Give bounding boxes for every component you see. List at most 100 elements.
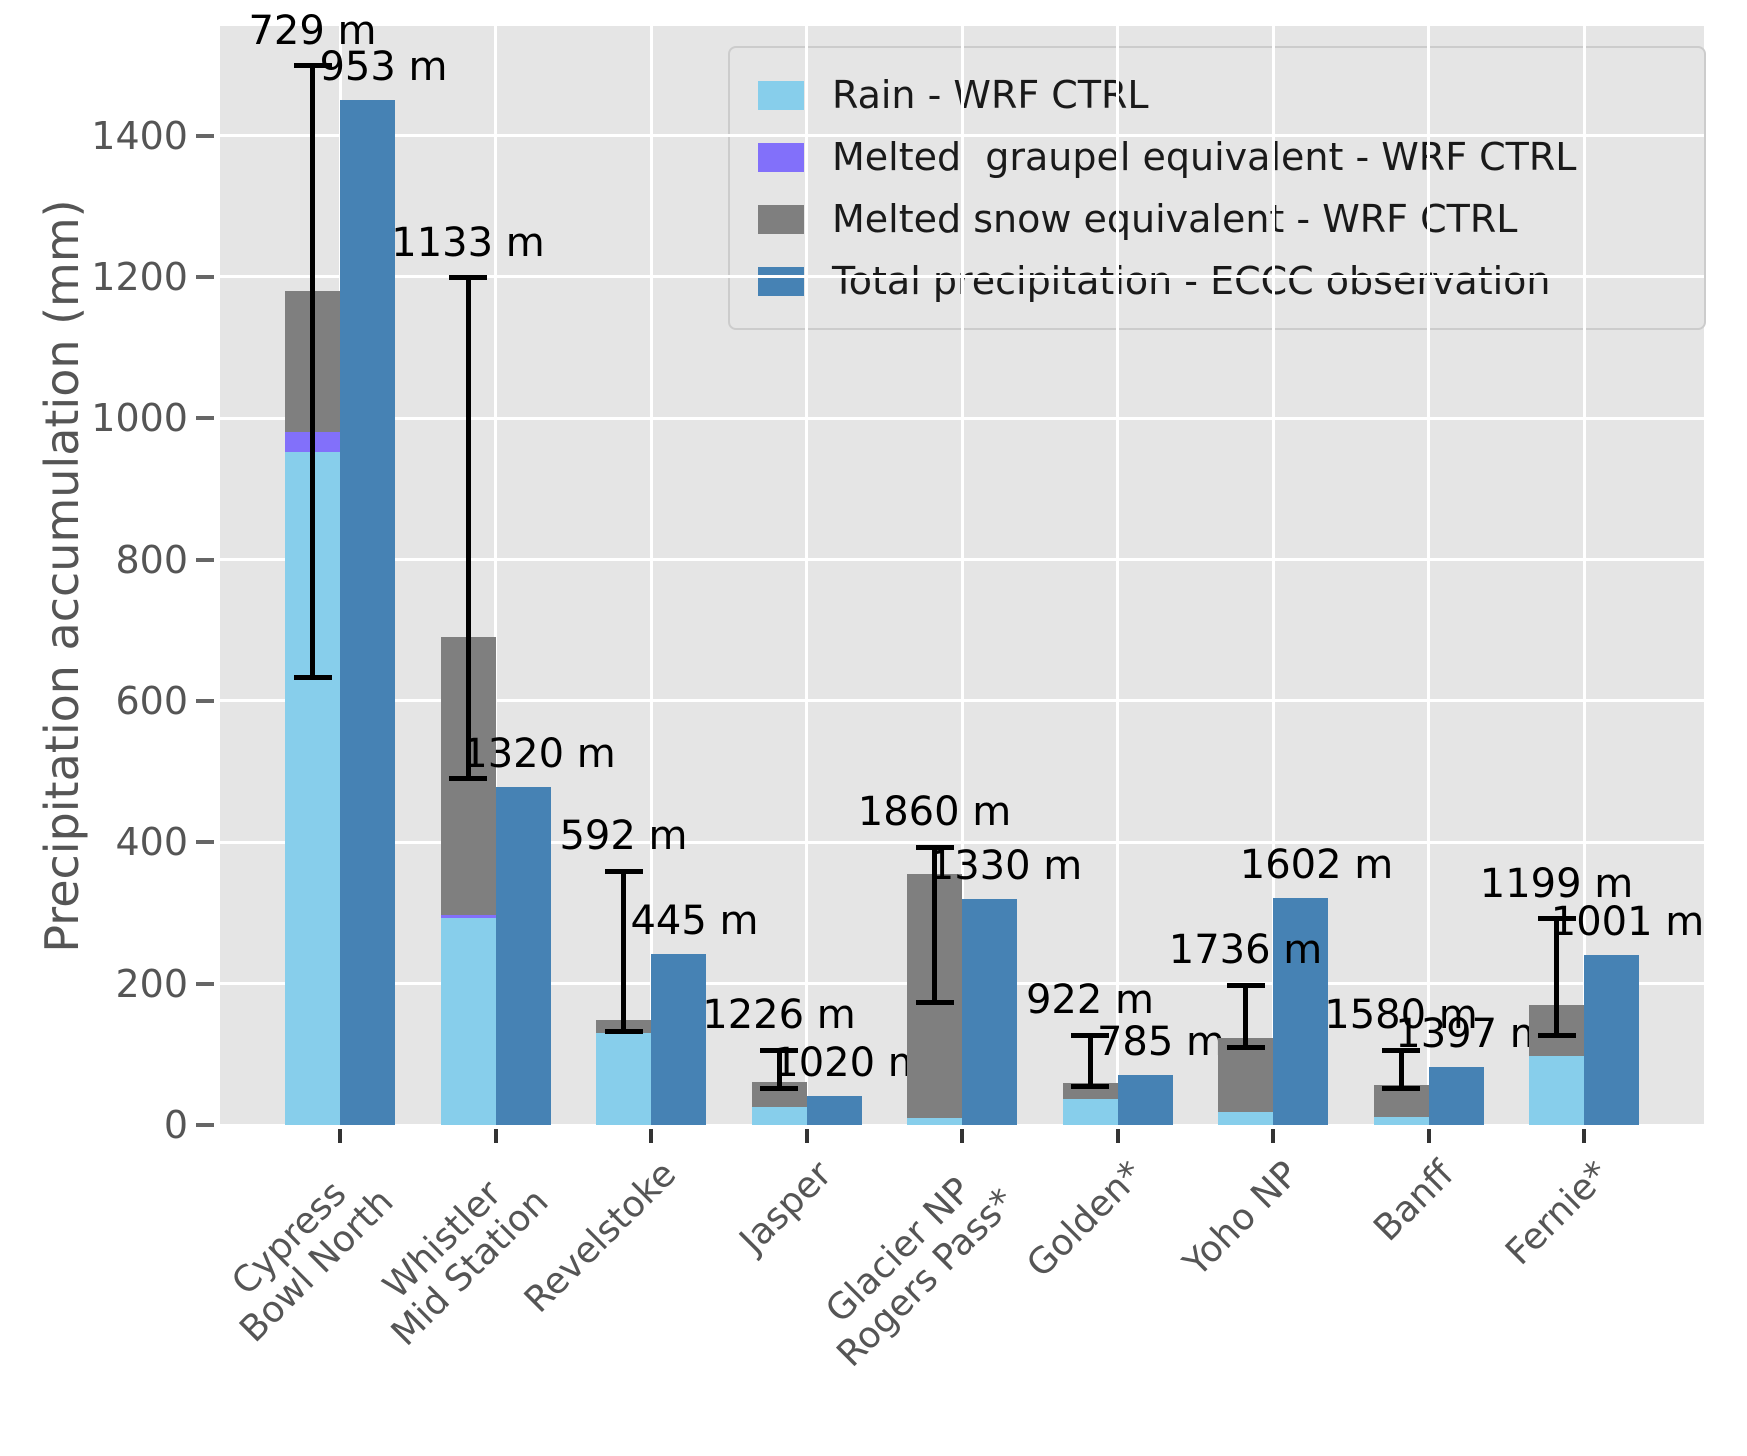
- elevation-label-wrf: 1736 m: [1168, 927, 1323, 974]
- y-tick-label: 0: [163, 1103, 188, 1147]
- legend-swatch-icon: [758, 266, 804, 296]
- elevation-label-eccc: 953 m: [319, 43, 448, 90]
- bar-eccc-observation: [495, 787, 551, 1125]
- y-tick-label: 1200: [91, 254, 188, 299]
- error-bar-cap-top: [293, 63, 332, 69]
- error-bar-cap-bottom: [760, 1085, 798, 1091]
- legend-label: Melted snow equivalent - WRF CTRL: [832, 197, 1518, 241]
- y-tick-label: 600: [115, 678, 188, 723]
- elevation-label-eccc: 1602 m: [1239, 842, 1394, 889]
- elevation-label-eccc: 1020 m: [773, 1040, 927, 1087]
- x-tick-mark: [1582, 1129, 1586, 1143]
- error-bar-cap-bottom: [1537, 1032, 1576, 1038]
- error-bar-cap-bottom: [915, 1000, 954, 1006]
- error-bar-line: [1554, 918, 1559, 1036]
- bar-segment-rain: [1529, 1055, 1584, 1125]
- y-tick-mark: [196, 698, 214, 703]
- bar-eccc-observation: [651, 953, 706, 1125]
- x-gridline: [805, 26, 808, 1125]
- bar-eccc-observation: [962, 898, 1017, 1125]
- x-tick-mark: [1271, 1129, 1275, 1143]
- y-tick-mark: [196, 840, 214, 845]
- y-tick-mark: [196, 133, 214, 138]
- legend-label: Total precipitation - ECCC observation: [832, 259, 1551, 303]
- bar-segment-rain: [907, 1117, 962, 1125]
- y-tick-label: 200: [115, 961, 188, 1006]
- error-bar-line: [465, 277, 471, 779]
- x-gridline: [960, 26, 964, 1125]
- x-gridline: [494, 26, 497, 1125]
- x-gridline: [1427, 26, 1430, 1125]
- error-bar-cap-top: [915, 844, 954, 850]
- bar-eccc-observation: [1584, 955, 1639, 1125]
- y-tick-label: 1000: [91, 396, 188, 441]
- error-bar-cap-top: [604, 868, 643, 874]
- bar-eccc-observation: [1428, 1067, 1484, 1125]
- legend-item: Total precipitation - ECCC observation: [758, 250, 1676, 312]
- elevation-label-eccc: 785 m: [1096, 1018, 1226, 1065]
- elevation-label-eccc: 445 m: [630, 897, 759, 944]
- error-bar-cap-bottom: [293, 675, 332, 681]
- x-tick-mark: [1115, 1129, 1120, 1143]
- error-bar-cap-bottom: [449, 776, 487, 782]
- bar-eccc-observation: [1273, 898, 1328, 1125]
- error-bar-cap-bottom: [1071, 1084, 1109, 1090]
- elevation-label-wrf: 729 m: [248, 7, 377, 54]
- error-bar-cap-top: [1226, 982, 1265, 988]
- legend-swatch-icon: [758, 204, 804, 234]
- error-bar-cap-bottom: [1382, 1086, 1420, 1092]
- legend-label: Rain - WRF CTRL: [832, 73, 1149, 117]
- error-bar-line: [310, 65, 315, 678]
- legend-label: Melted graupel equivalent - WRF CTRL: [832, 135, 1577, 179]
- y-tick-mark: [196, 1123, 214, 1127]
- bar-eccc-observation: [340, 99, 395, 1125]
- legend-item: Melted snow equivalent - WRF CTRL: [758, 188, 1676, 250]
- y-tick-label: 1400: [91, 113, 188, 158]
- elevation-label-wrf: 1580 m: [1324, 992, 1478, 1039]
- y-tick-mark: [196, 981, 214, 986]
- x-gridline: [1582, 26, 1586, 1125]
- y-tick-mark: [196, 274, 214, 279]
- elevation-label-wrf: 1860 m: [857, 789, 1012, 836]
- error-bar-cap-top: [449, 275, 487, 281]
- x-tick-mark: [960, 1129, 964, 1143]
- x-tick-mark: [493, 1129, 498, 1143]
- error-bar-cap-top: [760, 1047, 798, 1053]
- elevation-label-wrf: 1199 m: [1479, 860, 1634, 907]
- error-bar-cap-bottom: [604, 1028, 643, 1034]
- bar-segment-rain: [596, 1033, 651, 1125]
- elevation-label-eccc: 1320 m: [462, 731, 616, 778]
- y-axis-title: Precipitation accumulation (mm): [35, 199, 89, 953]
- error-bar-line: [776, 1050, 782, 1089]
- x-gridline: [649, 26, 653, 1125]
- bar-segment-rain: [1373, 1116, 1429, 1125]
- legend-item: Rain - WRF CTRL: [758, 64, 1676, 126]
- error-bar-cap-top: [1382, 1047, 1420, 1053]
- x-gridline: [1271, 26, 1275, 1125]
- legend-swatch-icon: [758, 80, 804, 110]
- error-bar-line: [621, 871, 626, 1031]
- elevation-label-wrf: 1226 m: [702, 992, 856, 1039]
- x-tick-mark: [649, 1129, 653, 1143]
- legend-swatch-icon: [758, 142, 804, 172]
- bar-segment-rain: [751, 1107, 807, 1125]
- error-bar-cap-top: [1071, 1032, 1109, 1038]
- elevation-label-wrf: 592 m: [559, 813, 688, 860]
- error-bar-cap-bottom: [1226, 1045, 1265, 1051]
- error-bar-line: [932, 847, 937, 1003]
- x-gridline: [1116, 26, 1119, 1125]
- elevation-label-wrf: 922 m: [1025, 977, 1155, 1024]
- bar-segment-graupel: [440, 915, 496, 918]
- elevation-label-eccc: 1397 m: [1395, 1011, 1549, 1058]
- bar-segment-rain: [440, 917, 496, 1125]
- x-tick-label-wrap: Fernie*: [1230, 1154, 1618, 1274]
- elevation-label-eccc: 1001 m: [1550, 899, 1705, 946]
- bar-eccc-observation: [1117, 1074, 1173, 1125]
- elevation-label-eccc: 1330 m: [928, 842, 1083, 889]
- x-tick-label: Fernie*: [1498, 1153, 1618, 1274]
- error-bar-line: [1243, 985, 1248, 1048]
- x-tick-mark: [338, 1129, 342, 1143]
- elevation-label-wrf: 1133 m: [391, 219, 545, 266]
- y-tick-label: 800: [115, 537, 188, 582]
